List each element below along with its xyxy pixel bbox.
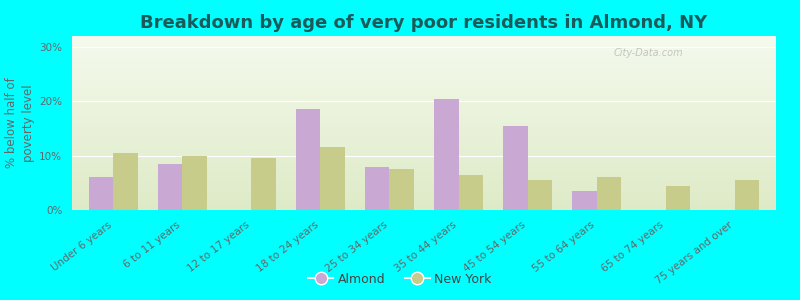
Bar (572, 191, 597, 210)
Bar (158, 164, 182, 210)
Bar (527, 180, 552, 210)
Y-axis label: % below half of
poverty level: % below half of poverty level (5, 78, 35, 168)
Bar (666, 185, 690, 210)
Bar (321, 148, 345, 210)
Bar (182, 156, 206, 210)
Bar (90, 177, 114, 210)
Bar (390, 169, 414, 210)
Bar (503, 126, 527, 210)
Bar (434, 98, 458, 210)
Text: City-Data.com: City-Data.com (614, 48, 684, 58)
Bar (734, 180, 758, 210)
Bar (597, 177, 621, 210)
Bar (251, 158, 276, 210)
Legend: Almond, New York: Almond, New York (303, 268, 497, 291)
Bar (114, 153, 138, 210)
Bar (366, 167, 390, 210)
Title: Breakdown by age of very poor residents in Almond, NY: Breakdown by age of very poor residents … (140, 14, 708, 32)
Bar (458, 175, 482, 210)
Bar (296, 110, 321, 210)
